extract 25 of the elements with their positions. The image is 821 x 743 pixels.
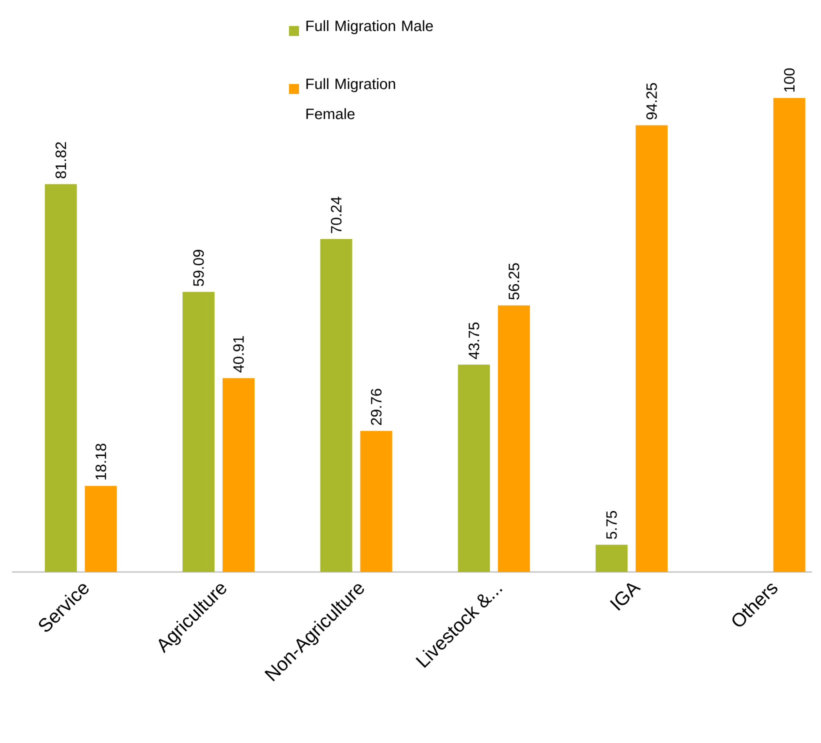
bar [773,98,806,572]
legend-label: Full Migration Female [306,78,396,120]
bar [596,544,628,572]
data-label: 81.82 [56,142,66,178]
x-tick-label: IGA [610,583,641,611]
data-label: 70.24 [330,196,342,234]
data-label: 18.18 [96,444,106,480]
bar [636,125,668,572]
bar [498,305,530,572]
bar [458,364,490,572]
data-label: 43.75 [468,322,480,360]
data-label: 5.75 [606,510,617,539]
bar [182,292,215,572]
data-label: 40.91 [233,336,244,373]
data-label: 29.76 [370,388,382,425]
legend-label: Full Migration Male [306,20,433,34]
data-label: 59.09 [193,250,204,286]
bar [84,486,117,572]
bar [44,184,77,572]
data-label: 100 [784,68,795,92]
bar [320,239,352,572]
data-label: 94.25 [646,83,657,120]
bar [222,378,255,572]
data-label: 56.25 [508,263,520,300]
bar [360,430,392,572]
